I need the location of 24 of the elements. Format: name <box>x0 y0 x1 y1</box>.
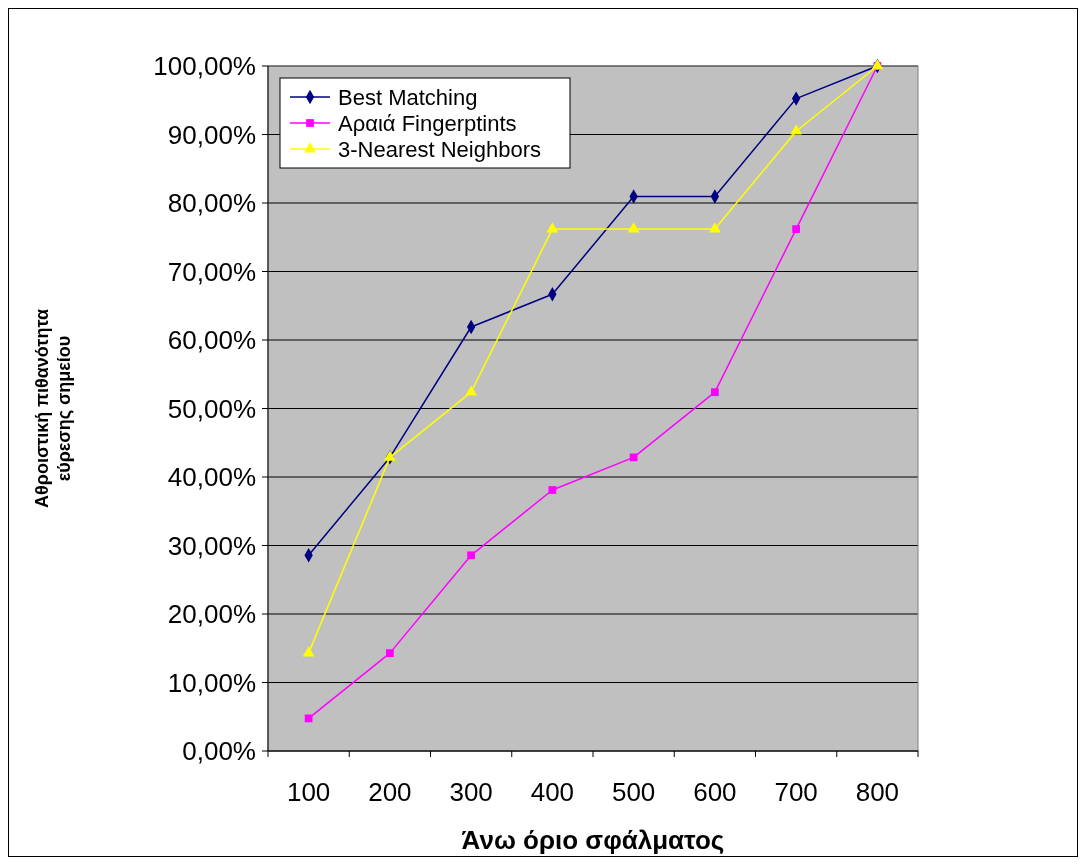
y-tick-label: 0,00% <box>182 736 256 767</box>
y-tick-label: 70,00% <box>167 256 256 287</box>
legend-label: Αραιά Fingerptints <box>338 110 517 136</box>
x-tick-label: 200 <box>368 777 412 807</box>
y-tick-label: 20,00% <box>167 599 256 630</box>
legend-label: Best Matching <box>338 84 478 110</box>
y-tick-label: 90,00% <box>167 119 256 150</box>
x-axis-title: Άνω όριο σφάλματος <box>461 825 725 855</box>
y-tick-label: 80,00% <box>167 188 256 219</box>
x-tick-label: 400 <box>530 777 575 807</box>
y-tick-label: 10,00% <box>167 667 256 698</box>
y-tick-label: 60,00% <box>167 325 256 356</box>
x-tick-label: 100 <box>286 777 331 807</box>
x-tick-label: 500 <box>611 777 656 807</box>
y-tick-label: 100,00% <box>153 51 256 82</box>
legend-label: 3-Nearest Neighbors <box>338 136 541 162</box>
y-tick-label: 30,00% <box>167 530 256 561</box>
y-tick-label: 40,00% <box>167 462 256 493</box>
x-tick-label: 700 <box>774 777 818 807</box>
x-tick-label: 300 <box>449 777 493 807</box>
x-tick-label: 600 <box>693 777 737 807</box>
y-tick-label: 50,00% <box>167 393 256 424</box>
x-tick-label: 800 <box>855 777 900 807</box>
y-axis-title: Αθροιστική πιθανότητα εύρεσης σημείου <box>32 309 74 508</box>
